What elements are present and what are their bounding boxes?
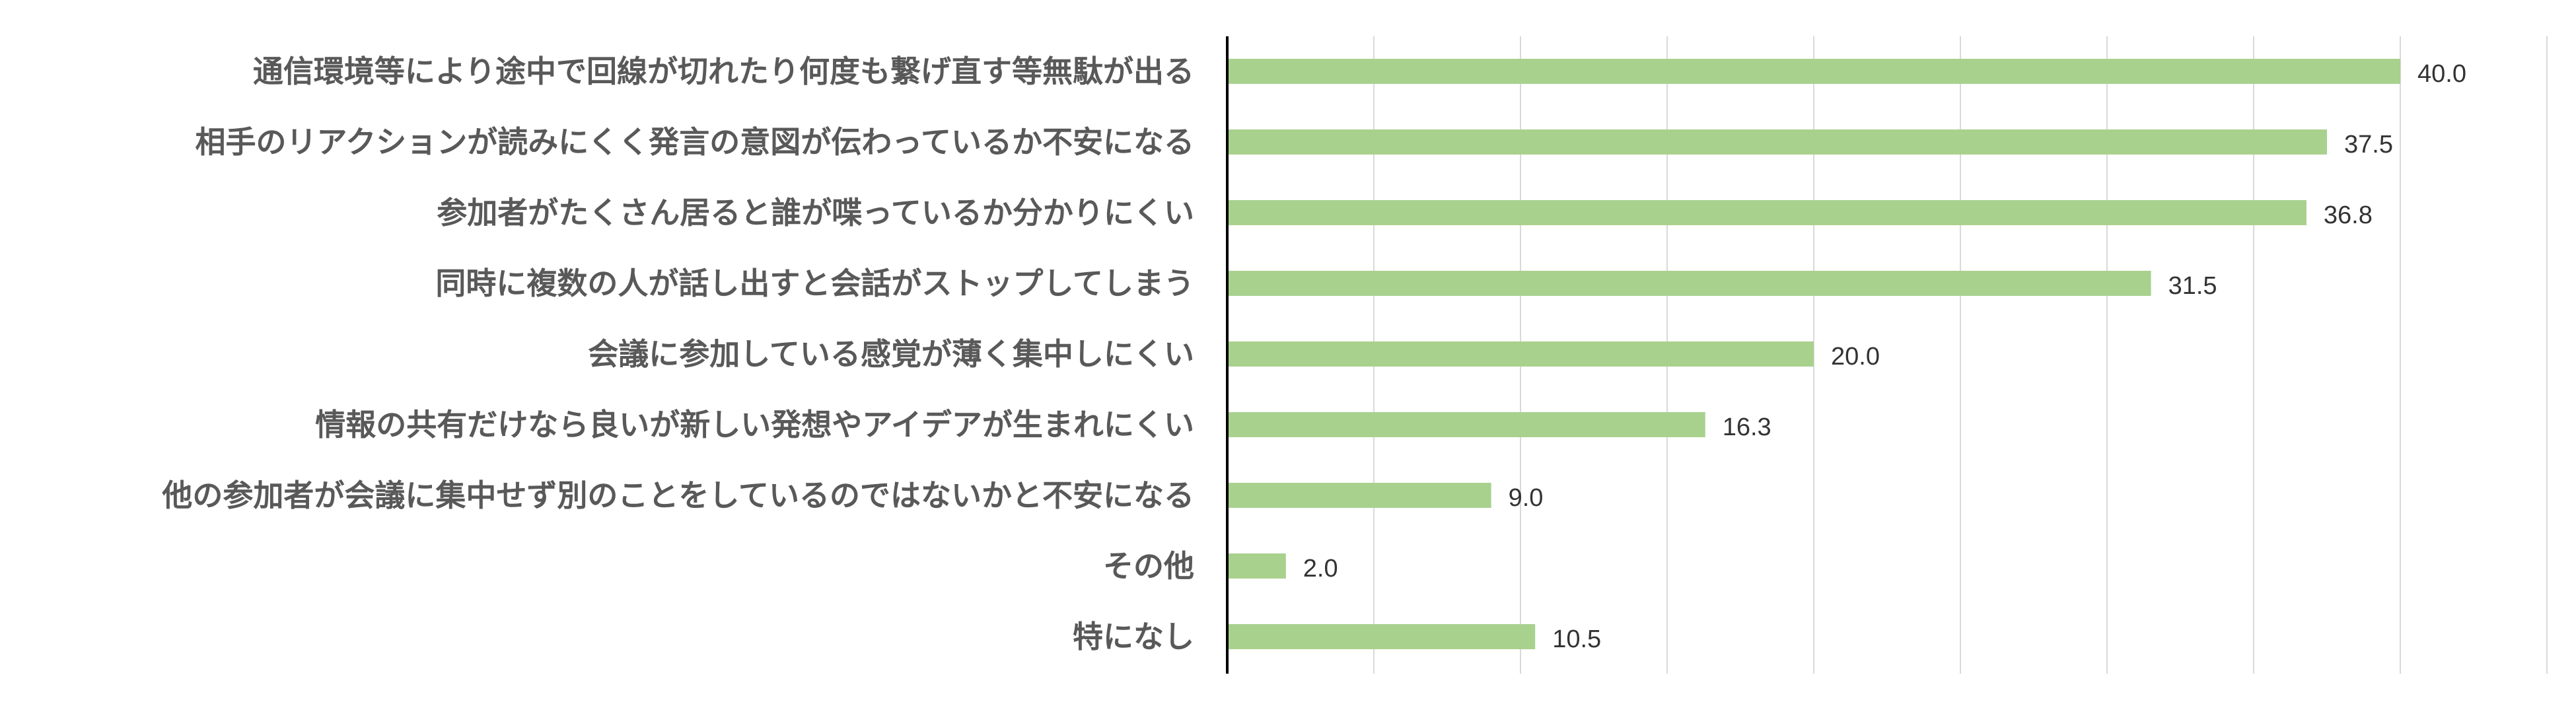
data-label: 16.3 [1723,413,1771,441]
bars [1227,59,2400,649]
category-labels: 通信環境等により途中で回線が切れたり何度も繋げ直す等無駄が出る相手のリアクション… [161,53,1194,655]
category-label: 他の参加者が会議に集中せず別のことをしているのではないかと不安になる [161,478,1194,513]
category-label: 通信環境等により途中で回線が切れたり何度も繋げ直す等無駄が出る [253,53,1194,89]
data-label: 20.0 [1831,343,1880,371]
category-label: 特になし [1073,619,1194,655]
bar [1227,129,2327,155]
category-label: 会議に参加している感覚が薄く集中しにくい [588,336,1194,372]
category-label: 相手のリアクションが読みにくく発言の意図が伝わっているか不安になる [196,124,1194,160]
category-label: 参加者がたくさん居ると誰が喋っているか分かりにくい [437,195,1194,230]
data-label: 10.5 [1552,625,1601,653]
category-label: その他 [1103,548,1194,584]
data-label: 36.8 [2324,201,2373,229]
category-label: 同時に複数の人が話し出すと会話がストップしてしまう [435,266,1194,301]
data-label: 31.5 [2168,272,2217,300]
bar [1227,59,2400,84]
bar [1227,200,2307,225]
bar [1227,624,1536,649]
data-label: 37.5 [2344,131,2393,159]
bar [1227,553,1286,579]
bar [1227,483,1491,508]
bar [1227,341,1814,367]
value-labels: 40.0 37.5 36.8 31.5 20.0 16.3 9.0 2.0 10.5 [1303,60,2466,653]
data-label: 2.0 [1303,555,1338,583]
bar [1227,271,2151,296]
data-label: 40.0 [2417,60,2466,88]
data-label: 9.0 [1509,484,1544,512]
bar [1227,412,1705,437]
category-label: 情報の共有だけなら良いが新しい発想やアイデアが生まれにくい [315,407,1194,442]
